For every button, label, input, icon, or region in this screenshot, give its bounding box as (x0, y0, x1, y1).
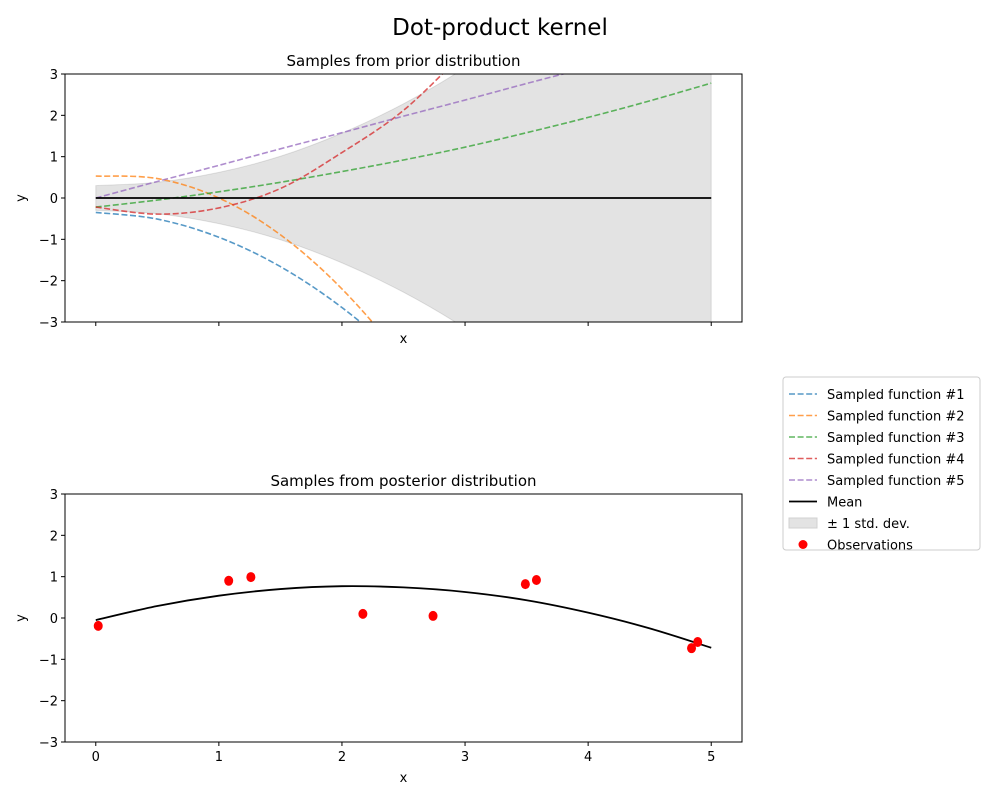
observation-point (224, 575, 234, 586)
observation-point (93, 620, 103, 631)
observation-point (428, 610, 438, 621)
y-tick-label: 1 (50, 151, 58, 166)
y-tick-label: 2 (50, 109, 58, 124)
legend-label: Sampled function #5 (827, 474, 965, 489)
sampled-function-3-line (95, 82, 712, 208)
posterior-axes: 0 1 2 3 4 5 −3 −2 −1 0 1 2 3 Samples from posterior d… (14, 472, 743, 786)
legend-item: Sampled function #3 (789, 431, 965, 446)
y-tick-label: 0 (50, 192, 58, 207)
legend-dot-icon (798, 540, 808, 549)
axes-title: Samples from posterior distribution (270, 472, 536, 490)
y-tick-label: −1 (39, 653, 58, 668)
observation-point (358, 608, 368, 619)
legend-item: Observations (798, 539, 913, 554)
sampled-function-4-line (95, 74, 444, 215)
observation-point (520, 579, 530, 590)
y-tick-label: −2 (39, 695, 58, 710)
legend-label: Observations (827, 539, 913, 554)
legend-label: Mean (827, 496, 862, 511)
y-tick-label: 2 (50, 529, 58, 544)
y-axis-label: y (14, 614, 29, 622)
observation-point (687, 643, 697, 654)
sampled-function-2-line (95, 175, 374, 322)
legend-label: Sampled function #4 (827, 453, 965, 468)
observation-point (693, 636, 703, 647)
sampled-function-5-line (95, 74, 567, 199)
y-tick-label: −1 (39, 233, 58, 248)
x-tick-label: 3 (461, 750, 469, 765)
std-band (95, 74, 712, 322)
x-tick-label: 5 (707, 750, 715, 765)
y-tick-label: 1 (50, 571, 58, 586)
legend-label: ± 1 std. dev. (827, 517, 910, 532)
legend-item: Sampled function #5 (789, 474, 965, 489)
plot-area (95, 74, 712, 322)
observation-point (531, 574, 541, 585)
x-tick-label: 0 (92, 750, 100, 765)
y-axis-label: y (14, 194, 29, 202)
y-tick-label: −3 (39, 736, 58, 751)
y-tick-label: 3 (50, 68, 58, 83)
observation-point (246, 572, 256, 583)
x-axis-label: x (400, 771, 408, 786)
prior-axes: −3 −2 −1 0 1 2 3 Samples from prior distributio… (14, 52, 743, 347)
x-tick-label: 1 (215, 750, 223, 765)
y-tick-label: −2 (39, 275, 58, 290)
legend-label: Sampled function #3 (827, 431, 965, 446)
x-tick-label: 4 (584, 750, 592, 765)
legend-item: Sampled function #1 (789, 388, 965, 403)
legend-label: Sampled function #2 (827, 410, 965, 425)
axes-frame (64, 493, 743, 743)
legend: Sampled function #1 Sampled function #2 Sa… (782, 376, 981, 554)
sampled-function-1-line (95, 211, 362, 322)
axes-title: Samples from prior distribution (287, 52, 521, 70)
legend-label: Sampled function #1 (827, 388, 965, 403)
y-tick-label: −3 (39, 316, 58, 331)
figure-title: Dot-product kernel (392, 15, 608, 41)
legend-item: ± 1 std. dev. (788, 517, 910, 532)
legend-item: Sampled function #2 (789, 410, 965, 425)
y-tick-label: 3 (50, 488, 58, 503)
mean-line (95, 585, 712, 649)
x-tick-label: 2 (338, 750, 346, 765)
legend-item: Sampled function #4 (789, 453, 965, 468)
plot-area (93, 572, 712, 654)
y-tick-label: 0 (50, 612, 58, 627)
legend-item: Mean (789, 496, 862, 511)
legend-frame (782, 376, 981, 551)
legend-patch-icon (788, 517, 818, 529)
x-axis-label: x (400, 332, 408, 347)
